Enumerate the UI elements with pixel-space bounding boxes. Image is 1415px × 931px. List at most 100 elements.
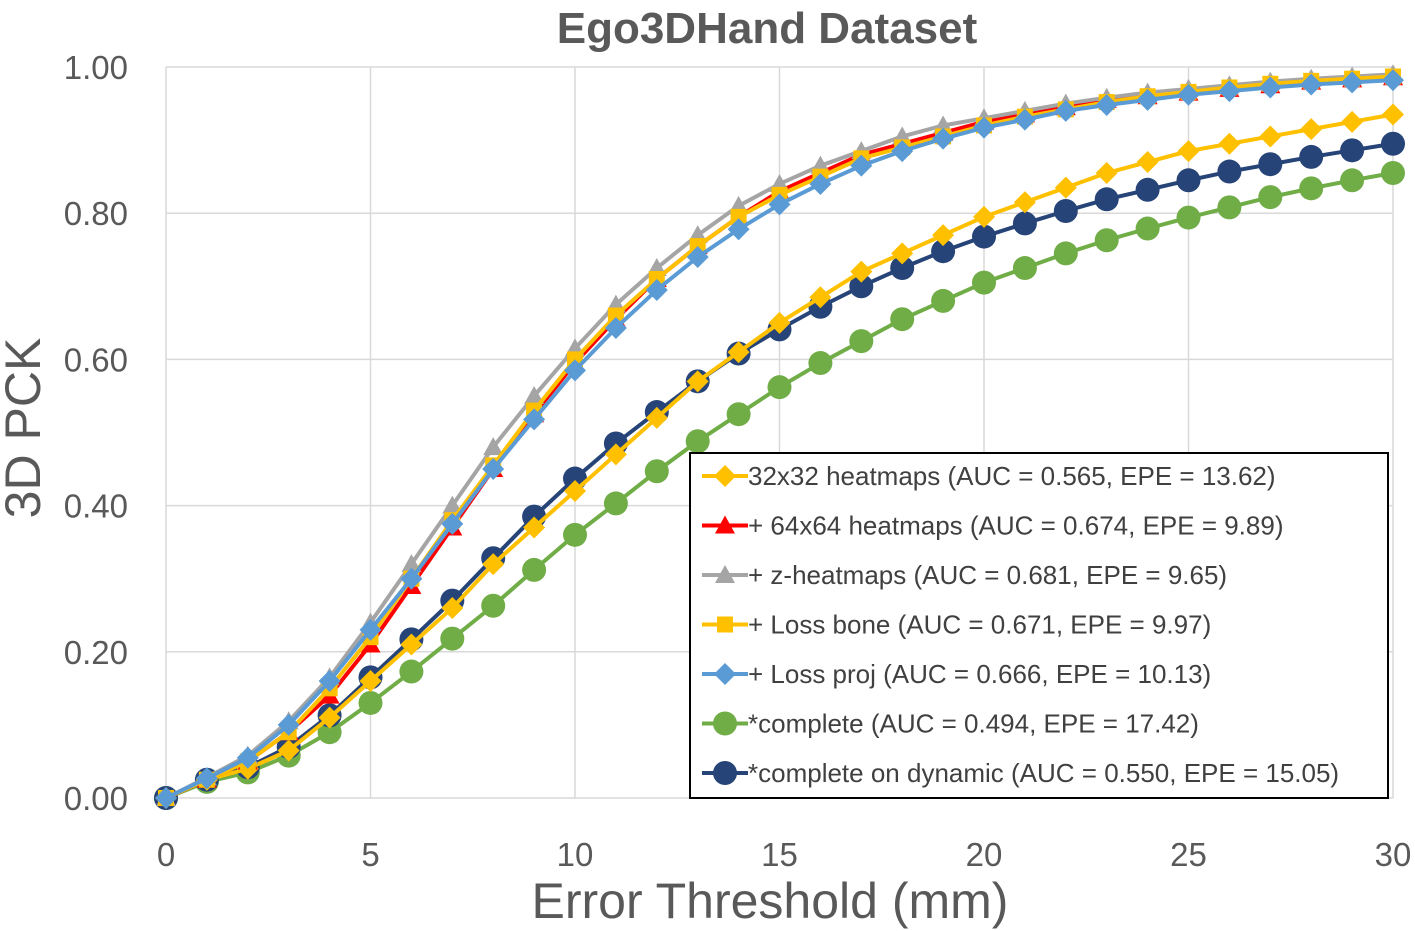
y-tick-label: 1.00 [64,49,128,86]
legend-marker [713,711,737,736]
data-point [768,311,791,334]
data-point [1299,144,1324,169]
data-point [523,408,546,431]
legend-item: + 64x64 heatmaps (AUC = 0.674, EPE = 9.8… [702,511,1284,541]
series-5 [154,160,1405,810]
y-tick-label: 0.00 [64,780,128,817]
data-point [441,512,464,535]
data-point [359,618,382,641]
y-tick-label: 0.60 [64,341,128,378]
data-point [1013,108,1036,131]
data-point [1013,191,1036,214]
data-point [1300,118,1323,141]
data-point [1341,71,1364,94]
data-point [726,402,751,427]
data-point [809,286,832,309]
data-point [850,260,873,283]
data-point [1382,103,1404,126]
data-point [1217,159,1242,184]
data-point [1259,76,1282,99]
data-point [400,633,423,656]
legend-label: + Loss bone (AUC = 0.671, EPE = 9.97) [748,610,1211,640]
data-point [891,242,914,265]
legend-label: *complete on dynamic (AUC = 0.550, EPE =… [748,758,1339,788]
data-point [564,479,586,502]
x-tick-label: 5 [361,836,379,873]
data-point [932,224,955,247]
data-point [1340,168,1365,193]
data-point [808,351,833,376]
data-point [1218,80,1241,103]
data-point [482,458,505,481]
data-point [1012,211,1037,236]
data-point [604,316,627,339]
data-point [318,670,341,693]
data-point [1299,176,1324,201]
data-point [727,341,750,364]
legend-label: + 64x64 heatmaps (AUC = 0.674, EPE = 9.8… [748,511,1284,541]
data-point [686,370,709,393]
legend-item: 32x32 heatmaps (AUC = 0.565, EPE = 13.62… [702,461,1276,491]
data-point [317,720,342,745]
data-point [931,239,956,264]
data-point [358,690,383,715]
data-point [318,706,341,729]
data-point [1135,177,1160,202]
data-point [604,443,627,466]
y-axis-title: 3D PCK [0,338,51,519]
data-point [973,205,995,228]
data-point [482,553,505,576]
data-point [767,375,792,400]
data-point [1012,256,1037,281]
data-point [730,208,747,225]
data-point [522,557,547,582]
data-point [1054,176,1077,199]
data-point [973,116,995,139]
legend-label: + z-heatmaps (AUC = 0.681, EPE = 9.65) [748,560,1227,590]
series-4 [155,69,1404,809]
y-tick-label: 0.80 [64,195,128,232]
legend-item: *complete on dynamic (AUC = 0.550, EPE =… [702,758,1339,788]
data-point [195,767,218,790]
x-tick-label: 20 [966,836,1003,873]
data-point [400,567,423,590]
data-point [850,154,873,177]
data-point [644,459,669,484]
data-point [768,193,791,216]
x-tick-label: 30 [1375,836,1412,873]
legend-label: + Loss proj (AUC = 0.666, EPE = 10.13) [748,659,1211,689]
chart-title: Ego3DHand Dataset [557,4,978,53]
data-point [607,307,624,324]
data-point [483,437,504,456]
legend-item: + z-heatmaps (AUC = 0.681, EPE = 9.65) [702,560,1227,590]
data-point [685,429,710,454]
data-point [1094,228,1119,253]
data-point [1094,187,1119,212]
data-point [1135,216,1160,241]
data-point [277,739,300,762]
data-point [441,596,464,619]
data-point [1340,138,1365,163]
data-point [155,787,177,809]
x-tick-label: 0 [157,836,175,873]
data-point [564,359,586,382]
y-tick-label: 0.20 [64,634,128,671]
data-point [1136,151,1159,174]
data-point [849,329,874,354]
data-point [1095,161,1118,184]
data-point [1095,94,1118,117]
tick-labels: 0 5 10 15 20 25 30 0.00 0.20 0.40 0.60 0.80 1.00 [64,49,1412,873]
legend-marker [714,663,736,685]
x-tick-label: 10 [557,836,594,873]
data-point [277,713,300,736]
data-point [1053,241,1078,266]
data-point [686,246,709,269]
data-point [442,495,463,514]
series-layer [154,64,1405,810]
data-point [809,172,832,195]
data-point [401,554,422,573]
legend-item: + Loss proj (AUC = 0.666, EPE = 10.13) [702,659,1211,689]
legend-label: 32x32 heatmaps (AUC = 0.565, EPE = 13.62… [748,461,1276,491]
data-point [932,127,955,150]
